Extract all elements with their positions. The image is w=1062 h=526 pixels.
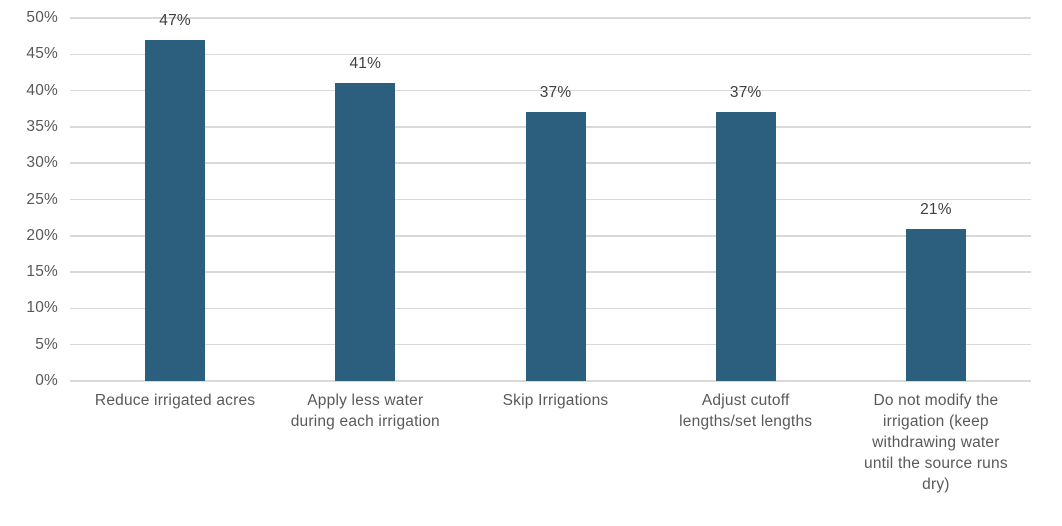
category-label: Skip Irrigations [470,390,642,411]
bar-value-label: 37% [539,84,572,102]
bar [905,228,966,381]
category-label-line: Do not modify the [873,392,999,409]
y-axis-tick-label: 45% [26,45,58,63]
category-label-line: withdrawing water [872,434,1000,451]
bar-value-label: 47% [159,11,191,29]
category-label-line: Adjust cutoff [701,392,790,409]
bar-value-label: 41% [349,55,382,73]
y-axis-tick-label: 25% [26,190,58,208]
y-axis-tick-label: 20% [26,226,58,244]
category-label: Do not modify the irrigation (keep withdra… [850,390,1022,495]
category-label: Reduce irrigated acres [89,390,261,411]
category-label-line: Skip Irrigations [502,392,609,409]
bar-value-label: 21% [920,200,952,218]
gridline [70,17,1031,19]
y-axis-tick-label: 15% [26,263,58,281]
y-axis-tick-label: 35% [26,117,58,135]
gridline [70,53,1031,56]
bar [335,83,396,381]
category-label-line: Apply less water [307,392,424,409]
category-label: Adjust cutoff lengths/set lengths [660,390,832,432]
y-axis-tick-label: 40% [26,81,58,99]
x-axis-line [70,380,1031,382]
bar [145,39,206,381]
y-axis-tick-label: 5% [35,335,58,353]
category-label-line: lengths/set lengths [679,413,813,430]
gridline [70,89,1031,92]
y-axis-tick-label: 0% [35,372,58,389]
y-axis-tick-label: 30% [26,154,58,172]
bar [525,112,586,381]
category-label-line: irrigation (keep [883,413,989,430]
category-label: Apply less water during each irrigation [279,390,451,432]
y-axis-tick-label: 50% [26,9,58,26]
category-label-line: until the source runs [864,455,1008,472]
category-label-line: during each irrigation [290,413,440,430]
category-label-line: dry) [922,476,950,493]
bar [715,112,776,381]
category-label-line: Reduce irrigated acres [94,392,256,409]
y-axis-tick-label: 10% [26,299,58,317]
bar-value-label: 37% [729,84,762,102]
